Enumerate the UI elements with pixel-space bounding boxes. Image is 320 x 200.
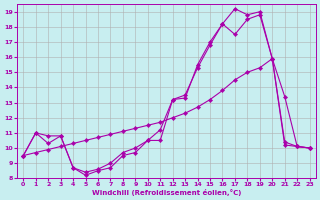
X-axis label: Windchill (Refroidissement éolien,°C): Windchill (Refroidissement éolien,°C) (92, 189, 241, 196)
